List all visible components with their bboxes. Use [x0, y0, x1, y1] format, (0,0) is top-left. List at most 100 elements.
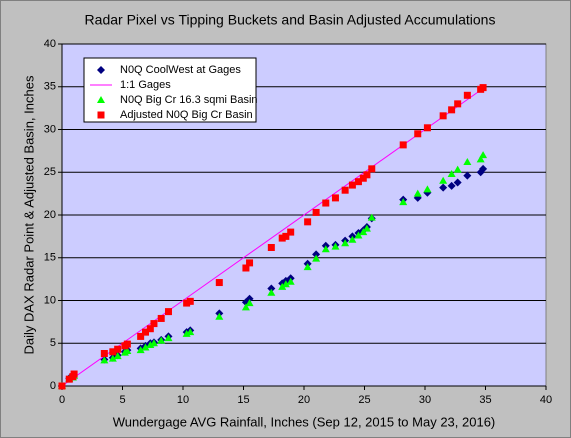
- y-tick-label: 30: [44, 123, 56, 135]
- triangle-marker: [303, 263, 312, 271]
- triangle-marker: [286, 277, 295, 285]
- square-marker: [70, 370, 78, 378]
- square-marker: [363, 171, 371, 179]
- triangle-marker: [100, 356, 109, 364]
- triangle-marker: [267, 288, 276, 296]
- triangle-marker: [348, 235, 357, 243]
- square-marker: [287, 228, 295, 236]
- triangle-marker: [123, 346, 132, 354]
- square-marker: [100, 350, 108, 358]
- diamond-marker: [97, 66, 105, 74]
- triangle-marker: [479, 151, 488, 159]
- square-marker: [399, 141, 407, 149]
- legend-label: Adjusted N0Q Big Cr Basin: [120, 109, 253, 121]
- y-axis-label: Daily DAX Radar Point & Adjusted Basin, …: [21, 75, 36, 354]
- y-tick-label: 5: [50, 337, 56, 349]
- square-marker: [304, 218, 312, 226]
- square-marker: [454, 100, 462, 108]
- diamond-marker: [267, 284, 276, 293]
- triangle-marker: [157, 336, 166, 344]
- square-marker: [341, 186, 349, 194]
- triangle-marker: [341, 239, 350, 247]
- triangle-marker: [463, 157, 472, 165]
- square-marker: [150, 320, 158, 328]
- triangle-marker: [312, 254, 321, 262]
- x-axis-label: Wundergage AVG Rainfall, Inches (Sep 12,…: [113, 414, 496, 429]
- triangle-marker: [186, 328, 195, 336]
- square-marker: [267, 243, 275, 251]
- x-tick-label: 40: [540, 394, 552, 406]
- triangle-marker: [108, 354, 117, 362]
- triangle-marker: [164, 334, 173, 342]
- diamond-marker: [245, 294, 254, 303]
- x-tick-label: 10: [177, 394, 189, 406]
- triangle-marker: [136, 346, 145, 354]
- chart-title: Radar Pixel vs Tipping Buckets and Basin…: [85, 12, 496, 28]
- x-tick-label: 35: [479, 394, 491, 406]
- triangle-marker: [476, 155, 485, 163]
- triangle-marker: [321, 245, 330, 253]
- y-tick-label: 0: [50, 380, 56, 392]
- square-marker: [58, 382, 66, 390]
- square-marker: [312, 208, 320, 216]
- square-marker: [97, 111, 105, 119]
- triangle-marker: [97, 96, 105, 103]
- triangle-marker: [439, 176, 448, 184]
- square-marker: [348, 181, 356, 189]
- square-marker: [164, 308, 172, 316]
- square-marker: [423, 124, 431, 132]
- y-tick-label: 40: [44, 38, 56, 50]
- x-tick-label: 25: [358, 394, 370, 406]
- triangle-marker: [241, 303, 250, 311]
- x-tick-label: 30: [419, 394, 431, 406]
- x-tick-label: 20: [298, 394, 310, 406]
- square-marker: [157, 314, 165, 322]
- legend-label: N0Q Big Cr 16.3 sqmi Basin: [120, 94, 258, 106]
- legend-label: 1:1 Gages: [120, 79, 171, 91]
- square-marker: [439, 112, 447, 120]
- diamond-marker: [479, 164, 488, 173]
- square-marker: [331, 194, 339, 202]
- square-marker: [123, 340, 131, 348]
- triangle-marker: [149, 339, 158, 347]
- y-tick-label: 20: [44, 209, 56, 221]
- square-marker: [463, 91, 471, 99]
- square-marker: [448, 106, 456, 114]
- legend-box: [83, 57, 257, 123]
- diamond-marker: [447, 181, 456, 190]
- triangle-marker: [278, 282, 287, 290]
- square-marker: [114, 345, 122, 353]
- square-marker: [215, 279, 223, 287]
- triangle-marker: [113, 352, 122, 360]
- diamond-marker: [439, 183, 448, 192]
- square-marker: [479, 84, 487, 92]
- y-tick-label: 10: [44, 294, 56, 306]
- diamond-marker: [312, 250, 321, 259]
- triangle-marker: [367, 213, 376, 221]
- triangle-marker: [423, 185, 432, 193]
- triangle-marker: [354, 231, 363, 239]
- triangle-marker: [215, 312, 224, 320]
- square-marker: [186, 297, 194, 305]
- triangle-marker: [141, 343, 150, 351]
- square-marker: [246, 259, 254, 267]
- x-tick-label: 5: [119, 394, 125, 406]
- triangle-marker: [362, 224, 371, 232]
- square-marker: [414, 130, 422, 138]
- y-tick-label: 35: [44, 81, 56, 93]
- triangle-marker: [281, 280, 290, 288]
- y-tick-label: 15: [44, 252, 56, 264]
- triangle-marker: [245, 299, 254, 307]
- diamond-marker: [463, 171, 472, 180]
- triangle-marker: [447, 169, 456, 177]
- square-marker: [368, 165, 376, 173]
- triangle-marker: [331, 242, 340, 250]
- diamond-marker: [453, 178, 462, 187]
- legend-label: N0Q CoolWest at Gages: [120, 64, 241, 76]
- square-marker: [322, 199, 330, 207]
- triangle-marker: [453, 165, 462, 173]
- y-tick-label: 25: [44, 166, 56, 178]
- x-tick-label: 0: [59, 394, 65, 406]
- x-tick-label: 15: [237, 394, 249, 406]
